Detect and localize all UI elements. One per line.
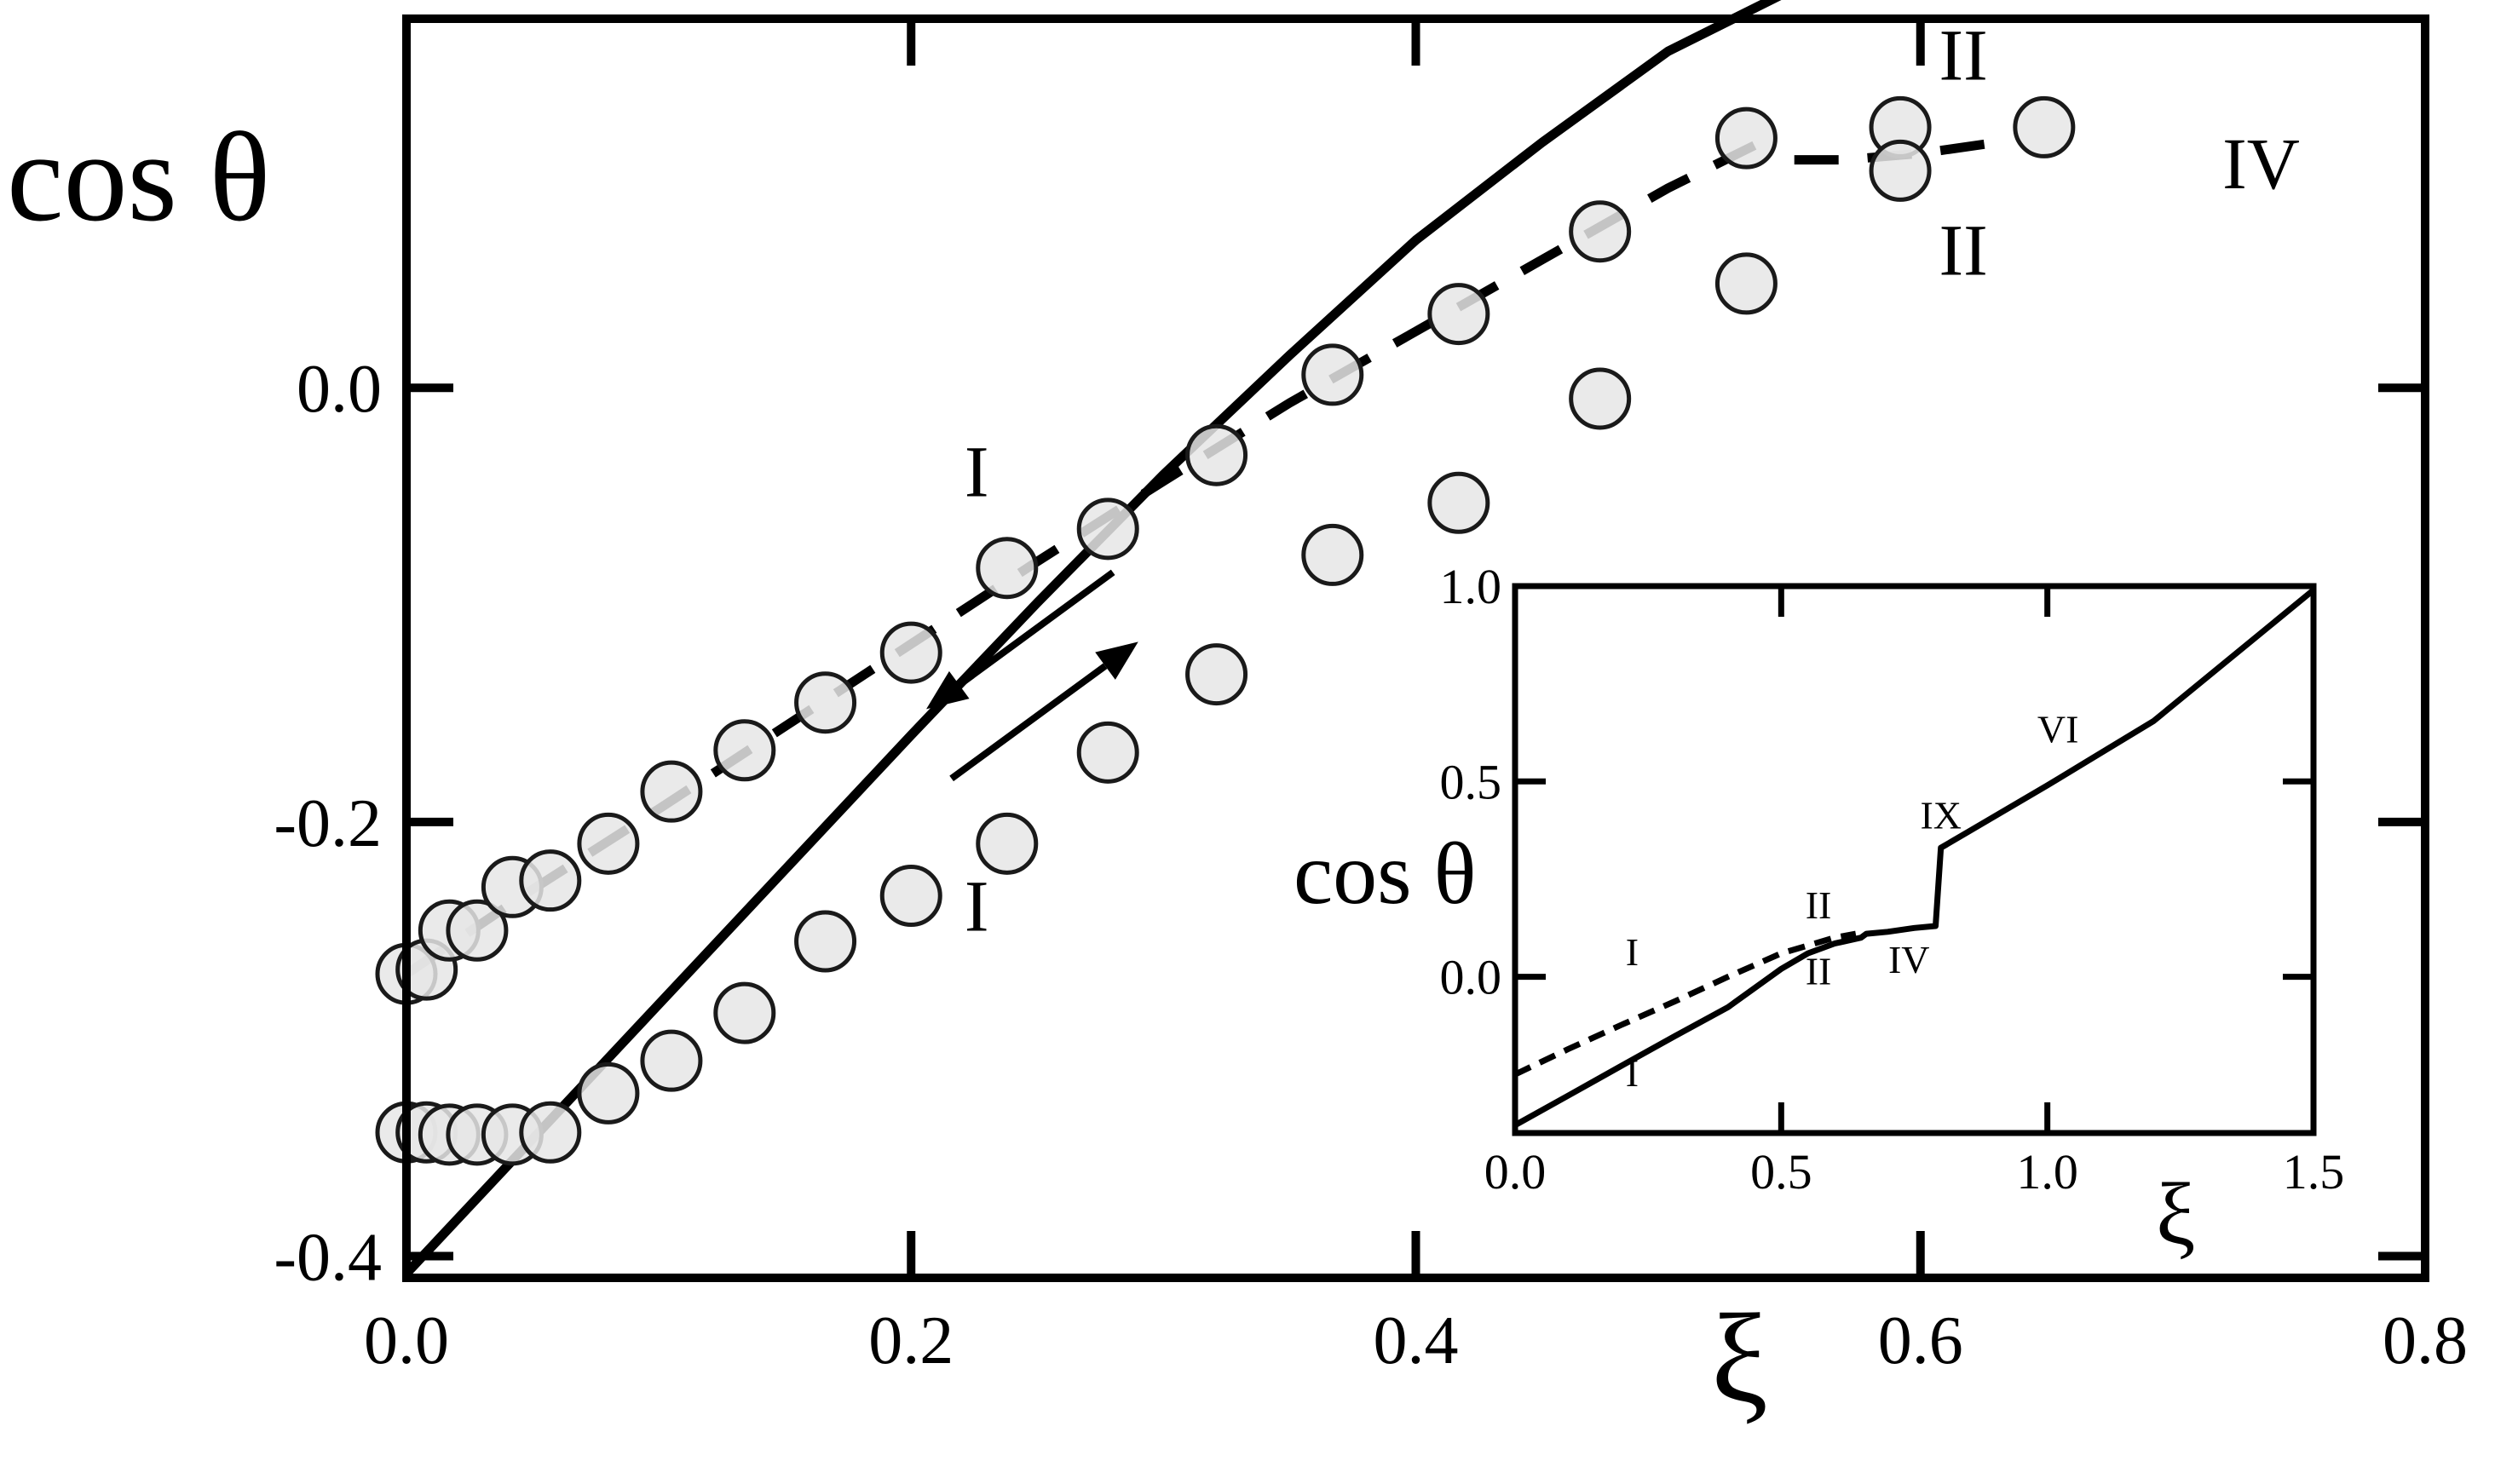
main-data-point: [1185, 423, 1248, 486]
main-data-point: [794, 671, 857, 734]
main-region-label: II: [1939, 210, 1987, 291]
inset-plot-frame: [1512, 583, 2317, 1136]
arrow-head: [1095, 641, 1138, 680]
inset-region-label: I: [1626, 1051, 1639, 1095]
main-data-point: [794, 910, 857, 973]
inset-y-tick-label: 0.5: [1440, 754, 1502, 809]
main-plot-frame: [402, 14, 2429, 1282]
main-y-tick-label: 0.0: [297, 352, 382, 427]
arrow-head: [926, 670, 970, 710]
inset-y-tick-labels: 0.0 0.5 1.0: [1440, 559, 1502, 1005]
main-region-label: IV: [2222, 123, 2300, 204]
main-region-label: II: [1939, 14, 1987, 95]
main-region-label: I: [965, 431, 989, 513]
main-data-point: [976, 537, 1039, 600]
main-x-tick-label: 0.8: [2383, 1303, 2468, 1378]
main-y-tick-label: -0.2: [274, 786, 382, 861]
inset-region-label: I: [1626, 930, 1639, 974]
main-data-point: [2013, 95, 2076, 158]
main-y-axis-label: cos θ: [7, 106, 270, 248]
main-region-label: I: [965, 865, 989, 946]
inset-x-tick-label: 0.5: [1750, 1144, 1812, 1199]
inset-y-axis-label: cos θ: [1294, 825, 1476, 923]
inset-x-tick-labels: 0.0 0.5 1.0 1.5: [1484, 1144, 2345, 1199]
inset-x-tick-label: 1.0: [2016, 1144, 2078, 1199]
main-data-point: [1427, 283, 1490, 346]
inset-solid-curve: [1513, 587, 2316, 1128]
inset-region-label: VI: [2037, 707, 2079, 751]
main-x-tick-label: 0.0: [364, 1303, 449, 1378]
main-x-tick-label: 0.6: [1878, 1303, 1963, 1378]
forward-arrow: [949, 641, 1138, 782]
main-data-point: [1569, 367, 1632, 430]
main-data-point: [1714, 106, 1778, 170]
main-data-point: [446, 899, 509, 962]
backward-arrow: [926, 569, 1115, 710]
main-y-tick-labels: -0.4 -0.2 0.0: [274, 352, 382, 1295]
main-data-point: [577, 812, 640, 875]
inset-region-label: IV: [1888, 938, 1930, 981]
inset-region-label: IX: [1920, 793, 1962, 837]
main-x-tick-label: 0.4: [1374, 1303, 1459, 1378]
main-data-point: [1569, 200, 1632, 263]
main-data-point: [976, 812, 1039, 875]
main-data-point: [577, 1061, 640, 1125]
main-data-point: [1869, 139, 1932, 202]
inset-x-tick-label: 0.0: [1484, 1144, 1547, 1199]
main-data-point: [879, 621, 942, 684]
main-data-point: [713, 719, 776, 782]
main-data-point: [519, 849, 582, 912]
main-data-point: [1714, 252, 1778, 315]
inset-series: [1513, 587, 2316, 1128]
inset-dashed-curve: [1513, 930, 1857, 1078]
main-x-tick-labels: 0.0 0.2 0.4 0.6 0.8: [364, 1303, 2468, 1378]
main-data-point: [713, 981, 776, 1044]
main-data-point: [640, 760, 703, 823]
inset-region-label: II: [1806, 883, 1832, 927]
main-arrows: [926, 569, 1138, 782]
main-markers: [375, 95, 2076, 1166]
main-x-tick-label: 0.2: [868, 1303, 954, 1378]
main-data-point: [1076, 498, 1139, 561]
main-data-point: [519, 1101, 582, 1164]
inset-x-axis-label: ξ: [2156, 1165, 2195, 1263]
main-data-point: [1301, 523, 1364, 586]
main-y-tick-label: -0.4: [274, 1221, 382, 1296]
main-data-point: [1076, 721, 1139, 784]
main-data-point: [1185, 643, 1248, 706]
inset-x-tick-label: 1.5: [2283, 1144, 2345, 1199]
inset-background: [1515, 586, 2313, 1133]
arrow-shaft: [957, 569, 1115, 688]
inset-region-label: II: [1806, 950, 1832, 993]
main-data-point: [879, 865, 942, 928]
inset-y-tick-label: 0.0: [1440, 950, 1502, 1005]
main-data-point: [640, 1029, 703, 1092]
inset-y-tick-label: 1.0: [1440, 559, 1502, 614]
arrow-shaft: [949, 663, 1108, 782]
main-ticks: [402, 19, 2429, 1278]
main-x-axis-label: ξ: [1711, 1288, 1768, 1429]
main-data-point: [1301, 343, 1364, 406]
main-data-point: [1427, 471, 1490, 534]
